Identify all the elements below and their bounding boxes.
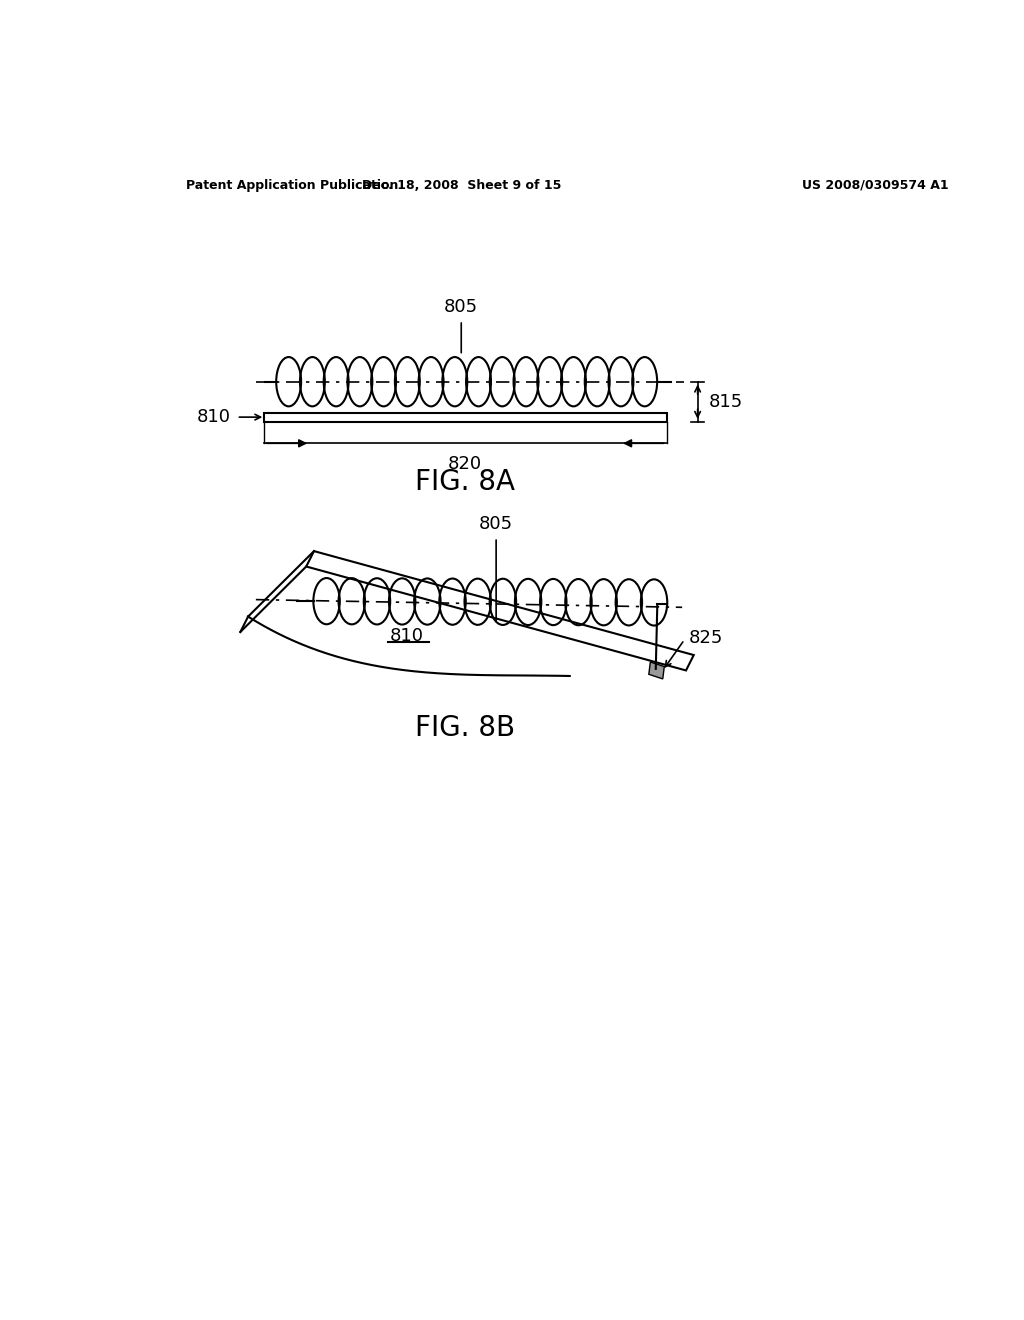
Text: 805: 805 bbox=[479, 515, 513, 533]
Text: Dec. 18, 2008  Sheet 9 of 15: Dec. 18, 2008 Sheet 9 of 15 bbox=[361, 178, 561, 191]
Text: 805: 805 bbox=[444, 298, 478, 317]
Text: FIG. 8A: FIG. 8A bbox=[415, 467, 515, 496]
Text: 810: 810 bbox=[197, 408, 231, 426]
Text: 825: 825 bbox=[688, 630, 723, 647]
Text: 815: 815 bbox=[709, 393, 742, 411]
Text: Patent Application Publication: Patent Application Publication bbox=[186, 178, 398, 191]
Text: US 2008/0309574 A1: US 2008/0309574 A1 bbox=[802, 178, 949, 191]
Polygon shape bbox=[649, 663, 665, 678]
Text: 820: 820 bbox=[449, 455, 482, 473]
Text: 810: 810 bbox=[390, 627, 424, 644]
Text: FIG. 8B: FIG. 8B bbox=[415, 714, 515, 742]
